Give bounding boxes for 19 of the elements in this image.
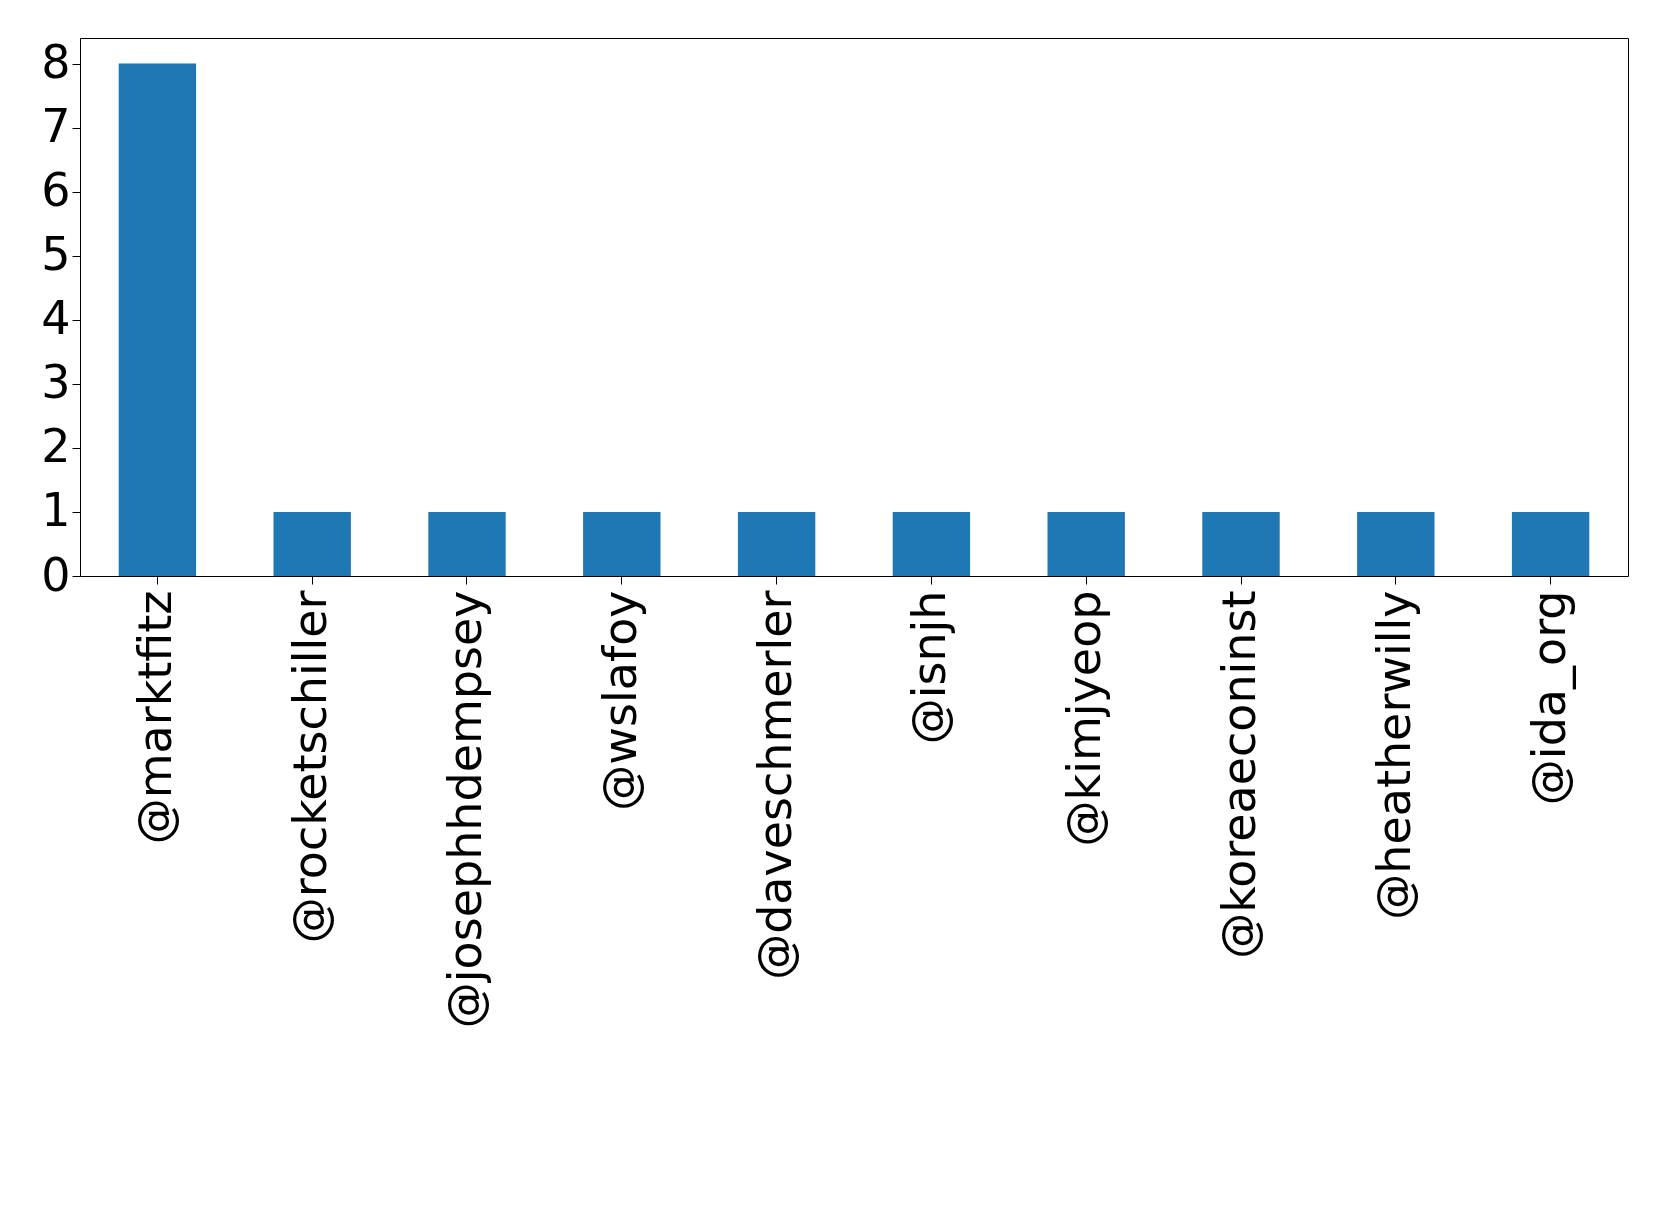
- y-tick-label: 6: [41, 163, 71, 218]
- x-tick-label: @kimjyeop: [1057, 590, 1112, 847]
- y-tick-label: 3: [41, 355, 71, 410]
- y-tick-label: 1: [41, 483, 71, 538]
- y-tick-label: 2: [41, 419, 71, 474]
- x-tick-label: @koreaeconinst: [1212, 590, 1266, 959]
- y-tick-label: 5: [41, 227, 71, 282]
- y-tick-label: 8: [41, 35, 71, 90]
- x-tick-label: @wslafoy: [592, 590, 647, 811]
- x-tick-label: @ida_org: [1521, 590, 1576, 806]
- x-tick-label: @marktfitz: [128, 590, 183, 845]
- x-tick-label: @daveschmerler: [747, 590, 802, 980]
- y-tick-label: 7: [41, 99, 71, 154]
- x-tick-label: @heatherwilly: [1366, 590, 1421, 920]
- x-tick-label: @josephhdempsey: [438, 590, 492, 1029]
- x-tick-label: @rocketschiller: [283, 590, 338, 944]
- y-tick-label: 0: [41, 547, 71, 602]
- x-tick-label: @isnjh: [902, 590, 957, 745]
- y-tick-label: 4: [41, 291, 71, 346]
